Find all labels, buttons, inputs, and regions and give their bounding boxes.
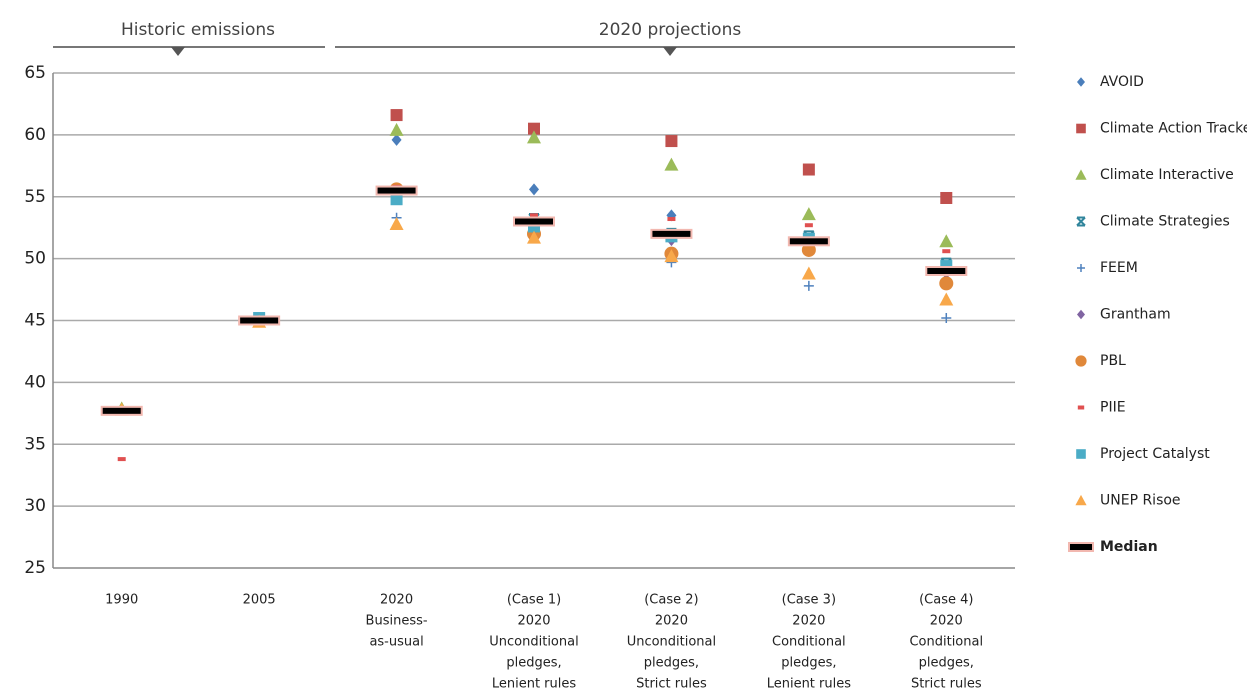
x-tick-label: Conditional	[909, 635, 983, 650]
x-tick-label: (Case 3)	[782, 593, 836, 608]
y-tick-label: 50	[24, 249, 46, 269]
marker	[529, 183, 539, 196]
legend-label: AVOID	[1100, 74, 1144, 90]
marker	[1077, 77, 1085, 87]
x-tick-label: 2020	[792, 614, 825, 629]
marker	[1077, 309, 1085, 320]
marker	[100, 405, 143, 416]
marker	[939, 292, 954, 306]
group-pointer	[171, 47, 185, 56]
x-tick-label: Business-	[366, 614, 428, 629]
x-tick-label: 2020	[655, 614, 688, 629]
y-tick-label: 30	[24, 496, 46, 516]
marker	[1076, 449, 1086, 459]
marker	[1075, 169, 1087, 180]
marker	[804, 223, 813, 228]
x-tick-label: (Case 4)	[919, 593, 973, 608]
legend-label: Climate Action Tracker	[1100, 121, 1247, 137]
marker	[1075, 355, 1087, 367]
y-tick-label: 40	[24, 372, 46, 392]
marker	[375, 185, 418, 196]
marker	[528, 122, 540, 135]
x-tick-label: 2020	[380, 593, 413, 608]
x-tick-label: (Case 1)	[507, 593, 561, 608]
marker	[664, 249, 679, 263]
marker	[667, 217, 676, 222]
y-tick-label: 45	[24, 311, 46, 331]
x-tick-label: pledges,	[506, 656, 561, 671]
marker	[665, 135, 678, 148]
legend-label: Grantham	[1100, 307, 1171, 323]
y-tick-label: 25	[24, 558, 46, 578]
legend-label: Climate Strategies	[1100, 214, 1230, 230]
x-tick-label: as-usual	[369, 635, 423, 650]
marker	[390, 193, 403, 206]
marker	[939, 276, 954, 291]
marker	[939, 234, 954, 248]
x-tick-label: (Case 2)	[644, 593, 698, 608]
x-tick-label: pledges,	[781, 656, 836, 671]
legend-label: Project Catalyst	[1100, 446, 1210, 462]
marker	[650, 228, 693, 239]
x-tick-label: Strict rules	[911, 677, 982, 692]
legend-label: UNEP Risoe	[1100, 493, 1181, 509]
marker	[803, 280, 814, 291]
marker	[238, 315, 281, 326]
group-pointer	[663, 47, 677, 56]
x-tick-label: Unconditional	[489, 635, 578, 650]
x-tick-label: Strict rules	[636, 677, 707, 692]
legend-label: Climate Interactive	[1100, 167, 1234, 183]
marker	[941, 313, 952, 324]
marker	[513, 216, 555, 227]
marker	[787, 236, 830, 247]
marker	[1075, 494, 1087, 506]
group-label: 2020 projections	[599, 20, 742, 40]
legend-label: Median	[1100, 539, 1158, 555]
legend-label: FEEM	[1100, 260, 1138, 276]
marker	[942, 249, 951, 254]
marker	[1076, 216, 1086, 227]
marker	[802, 163, 815, 176]
x-tick-label: 2020	[517, 614, 550, 629]
x-tick-label: pledges,	[644, 656, 699, 671]
marker	[925, 266, 968, 276]
y-tick-label: 35	[24, 434, 46, 454]
marker	[527, 230, 541, 244]
marker	[664, 157, 679, 171]
x-tick-label: pledges,	[919, 656, 974, 671]
marker	[801, 207, 816, 221]
legend-label: PIIE	[1100, 400, 1126, 416]
x-tick-label: 2005	[243, 593, 276, 608]
marker	[391, 133, 402, 146]
marker	[1076, 123, 1086, 134]
x-tick-label: 1990	[105, 593, 138, 608]
marker	[1068, 542, 1094, 552]
marker	[527, 130, 541, 144]
marker	[1077, 405, 1085, 410]
group-label: Historic emissions	[121, 20, 275, 40]
marker	[940, 191, 953, 204]
marker	[389, 216, 404, 230]
marker	[801, 242, 816, 257]
y-tick-label: 65	[24, 63, 46, 83]
marker	[1077, 264, 1085, 272]
marker	[117, 457, 126, 462]
x-tick-label: Conditional	[772, 635, 846, 650]
x-tick-label: 2020	[930, 614, 963, 629]
x-tick-label: Unconditional	[627, 635, 716, 650]
marker	[389, 122, 404, 136]
legend-label: PBL	[1100, 353, 1126, 369]
y-tick-label: 60	[24, 125, 46, 145]
x-tick-label: Lenient rules	[492, 677, 577, 692]
x-tick-label: Lenient rules	[767, 677, 852, 692]
marker	[390, 109, 403, 122]
marker	[530, 213, 538, 218]
y-tick-label: 55	[24, 187, 46, 207]
marker	[801, 266, 816, 280]
